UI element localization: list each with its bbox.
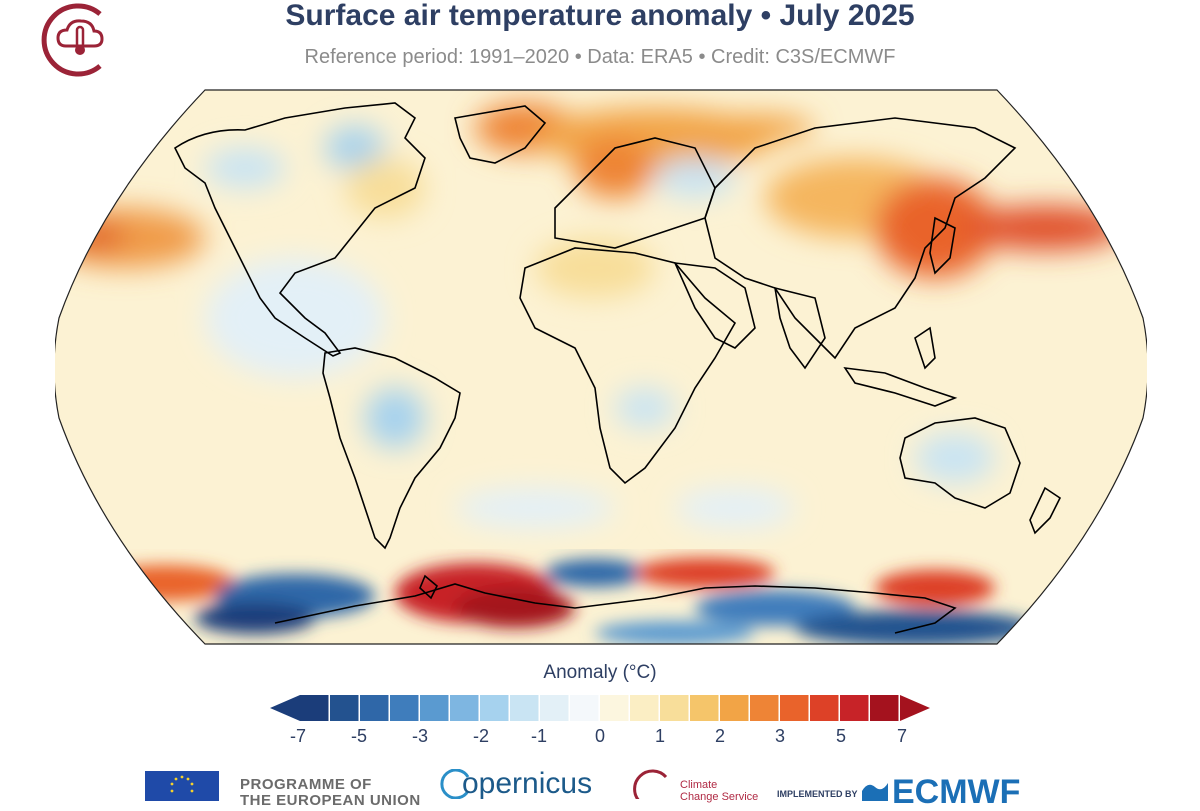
copernicus-logo-icon [440, 769, 470, 799]
legend-title: Anomaly (°C) [543, 662, 657, 683]
colorbar-segment [870, 695, 899, 721]
colorbar-tick-label: -2 [472, 726, 490, 746]
c3s-text: Climate Change Service [680, 779, 758, 803]
colorbar-tick-label: 1 [654, 726, 666, 746]
colorbar [270, 695, 930, 721]
colorbar-segment [780, 695, 809, 721]
colorbar-tick-label: -7 [289, 726, 307, 746]
colorbar-segment [540, 695, 569, 721]
footer-logos: PROGRAMME OF THE EUROPEAN UNION opernicu… [0, 765, 1200, 809]
colorbar-segment [360, 695, 389, 721]
ecmwf-wordmark: ECMWF [892, 773, 1021, 811]
world-anomaly-map [55, 89, 1147, 645]
ecmwf-wave-icon [862, 783, 888, 801]
colorbar-segment [570, 695, 599, 721]
colorbar-max-arrow [900, 695, 930, 721]
colorbar-segment [330, 695, 359, 721]
colorbar-ticks: -7 -5 -3 -2 -1 0 1 2 3 5 7 [0, 726, 1200, 750]
colorbar-segment [390, 695, 419, 721]
colorbar-segment [450, 695, 479, 721]
colorbar-segment [750, 695, 779, 721]
colorbar-segment [600, 695, 629, 721]
c3s-line2: Change Service [680, 791, 759, 803]
c3s-line1: Climate [680, 779, 718, 791]
c3s-logo-icon [41, 3, 104, 77]
colorbar-segment [840, 695, 869, 721]
colorbar-tick-label: 7 [896, 726, 908, 746]
colorbar-tick-label: -3 [411, 726, 429, 746]
colorbar-tick-label: -1 [530, 726, 548, 746]
colorbar-segment [720, 695, 749, 721]
colorbar-segment [690, 695, 719, 721]
colorbar-min-arrow [270, 695, 300, 721]
colorbar-segment [660, 695, 689, 721]
colorbar-tick-label: 2 [714, 726, 726, 746]
map-title: Surface air temperature anomaly • July 2… [285, 0, 915, 32]
map-subtitle: Reference period: 1991–2020 • Data: ERA5… [304, 46, 896, 68]
programme-line1: PROGRAMME OF [240, 776, 372, 793]
programme-text: PROGRAMME OF THE EUROPEAN UNION [240, 777, 421, 809]
colorbar-segment [810, 695, 839, 721]
eu-flag-icon [145, 771, 219, 801]
colorbar-segment [630, 695, 659, 721]
colorbar-tick-label: 5 [835, 726, 847, 746]
colorbar-tick-label: -5 [350, 726, 368, 746]
implemented-by-label: IMPLEMENTED BY [777, 789, 858, 799]
colorbar-tick-label: 3 [774, 726, 786, 746]
colorbar-segment [510, 695, 539, 721]
colorbar-segment [480, 695, 509, 721]
colorbar-segment [420, 695, 449, 721]
colorbar-tick-label: 0 [594, 726, 606, 746]
programme-line2: THE EUROPEAN UNION [240, 792, 421, 809]
c3s-footer-logo-icon [633, 769, 668, 799]
colorbar-segment [300, 695, 329, 721]
copernicus-wordmark: opernicus [462, 767, 593, 800]
